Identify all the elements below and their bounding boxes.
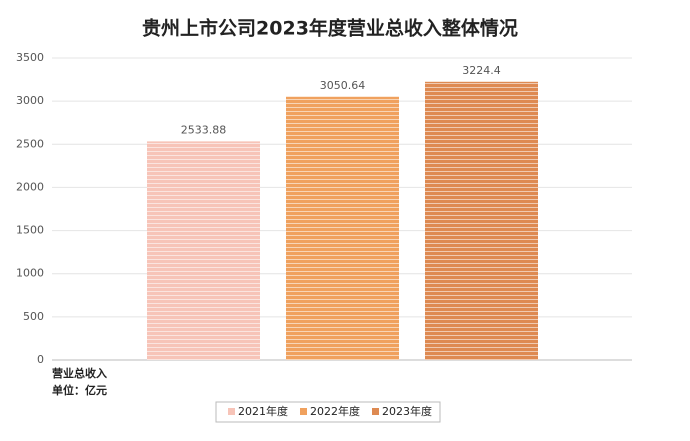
data-label: 2533.88 <box>181 123 227 136</box>
bar <box>147 141 260 360</box>
legend-swatch <box>300 408 307 415</box>
y-tick-label: 500 <box>23 310 44 323</box>
legend-label: 2023年度 <box>382 404 432 418</box>
category-label: 营业总收入 <box>52 366 107 380</box>
y-tick-label: 2500 <box>16 137 44 150</box>
legend-swatch <box>372 408 379 415</box>
y-tick-label: 2000 <box>16 180 44 193</box>
y-tick-label: 3000 <box>16 94 44 107</box>
legend-swatch <box>228 408 235 415</box>
data-label: 3050.64 <box>320 79 366 92</box>
chart-title: 贵州上市公司2023年度营业总收入整体情况 <box>142 17 518 40</box>
y-tick-label: 3500 <box>16 51 44 64</box>
bar <box>286 96 399 360</box>
data-label: 3224.4 <box>462 64 501 77</box>
y-tick-label: 1000 <box>16 267 44 280</box>
unit-label: 单位：亿元 <box>52 383 107 397</box>
y-tick-label: 0 <box>37 353 44 366</box>
y-tick-label: 1500 <box>16 224 44 237</box>
legend-label: 2022年度 <box>310 404 360 418</box>
legend-box <box>215 401 441 423</box>
legend-label: 2021年度 <box>238 404 288 418</box>
bar <box>425 81 538 361</box>
